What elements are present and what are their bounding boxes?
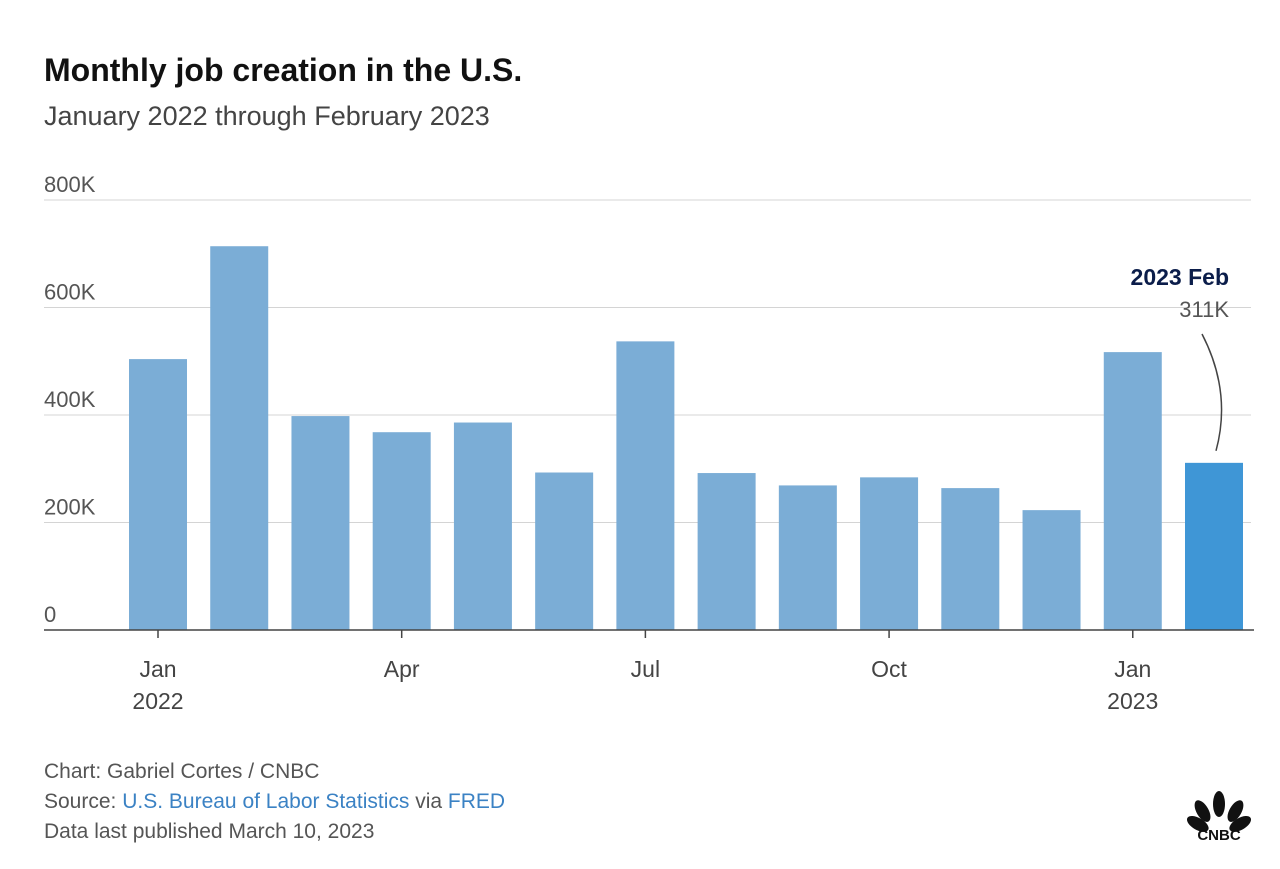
bar [860,477,919,630]
bar [291,416,350,630]
bar [372,432,431,630]
bar [210,246,269,630]
bar [1185,462,1243,630]
source-via: via [415,790,443,813]
y-tick-label: 0 [44,602,56,627]
annotation-label: 2023 Feb [1131,264,1229,290]
bar [697,473,756,630]
source-link-bls[interactable]: U.S. Bureau of Labor Statistics [122,790,410,813]
y-tick-label: 200K [44,495,96,520]
chart-title: Monthly job creation in the U.S. [44,52,523,88]
annotation-value-label: 311K [1179,297,1229,322]
source-link-fred[interactable]: FRED [447,790,506,813]
bar [1022,510,1081,630]
x-tick-label: Oct [871,656,907,682]
annotation-connector [1201,333,1223,452]
chart-subtitle: January 2022 through February 2023 [44,101,490,131]
cnbc-logo-text: CNBC [1197,827,1240,842]
source-line: Source: U.S. Bureau of Labor Statistics … [44,790,505,814]
bar [616,341,675,630]
x-tick-label: Apr [384,656,420,682]
x-tick-label: Jan [139,656,176,682]
source-prefix: Source: [44,790,117,813]
bar [778,485,837,630]
y-tick-label: 800K [44,172,96,197]
y-tick-label: 600K [44,280,96,305]
x-tick-label: Jul [631,656,660,682]
y-tick-label: 400K [44,387,96,412]
bar [129,359,187,630]
bar [941,488,1000,630]
bar [1103,352,1162,630]
cnbc-peacock-icon: CNBC [1186,791,1252,842]
x-tick-year-label: 2023 [1107,688,1158,714]
bar [453,422,512,630]
chart-credit: Chart: Gabriel Cortes / CNBC [44,760,320,783]
x-tick-label: Jan [1114,656,1151,682]
x-tick-year-label: 2022 [132,688,183,714]
published-date: Data last published March 10, 2023 [44,820,375,843]
bar [535,472,594,630]
